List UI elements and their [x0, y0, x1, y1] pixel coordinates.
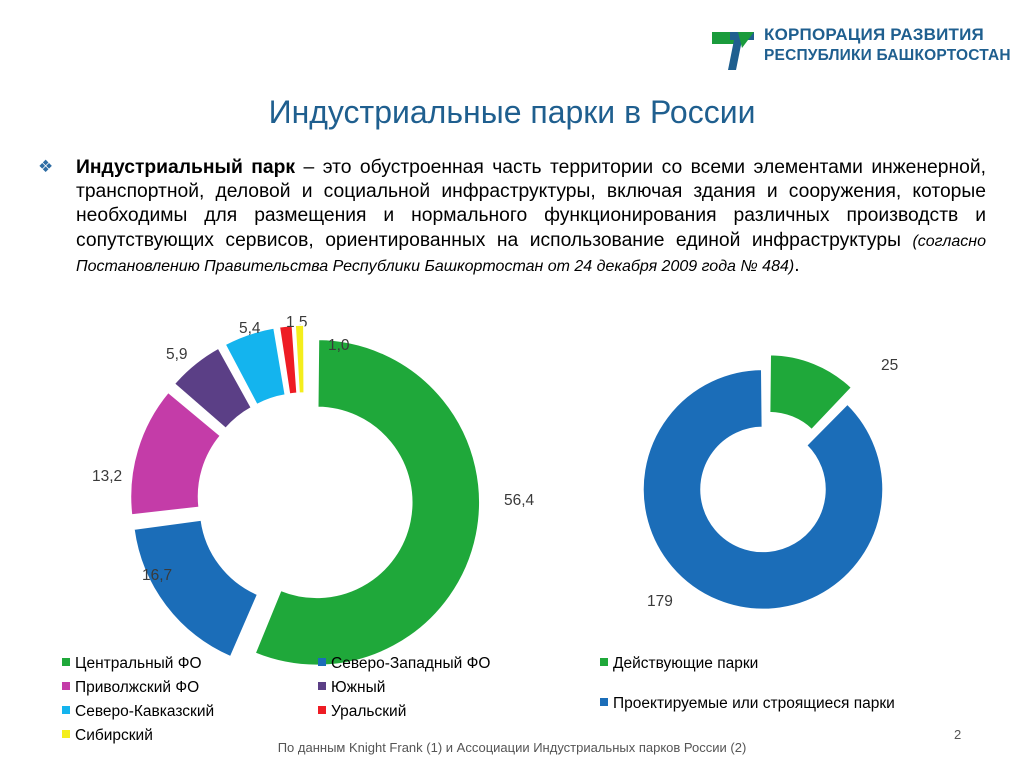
slice-volga: [129, 391, 222, 516]
page-number: 2: [954, 727, 962, 742]
legend-swatch-siberian: [62, 729, 70, 738]
legend-label-siberian: Сибирский: [75, 727, 153, 744]
legend-item-siberian: Сибирский: [62, 727, 153, 745]
data-label-south: 5,9: [166, 346, 188, 363]
legend-label-north-caucasus: Северо-Кавказский: [75, 703, 215, 720]
data-label-operating-parks: 25: [881, 357, 898, 374]
legend-label-south: Южный: [331, 679, 386, 696]
legend-label-ural: Уральский: [331, 703, 407, 720]
diamond-bullet-icon: ❖: [38, 157, 54, 176]
legend-item-volga: Приволжский ФО: [62, 679, 199, 697]
definition-text: – это обустроенная часть территории со в…: [76, 157, 987, 251]
legend-swatch-north-caucasus: [62, 705, 70, 714]
legend-swatch-south: [318, 681, 326, 690]
donut-chart-2: 25 179: [642, 353, 898, 611]
donut-chart-1: 56,416,713,25,95,4 1,51,0: [92, 314, 535, 667]
corporation-logo-text: КОРПОРАЦИЯ РАЗВИТИЯ РЕСПУБЛИКИ БАШКОРТОС…: [764, 24, 1011, 66]
legend-label-north-west: Северо-Западный ФО: [331, 655, 491, 672]
legend-label-operating-parks: Действующие парки: [613, 655, 759, 672]
legend-label-central: Центральный ФО: [75, 655, 202, 672]
slice-south: [173, 347, 253, 430]
definition-paragraph: Индустриальный парк – это обустроенная ч…: [76, 156, 986, 279]
slice-north-west: [133, 519, 259, 658]
legend-item-north-west: Северо-Западный ФО: [318, 655, 490, 673]
corporation-logo-mark-icon: [712, 32, 754, 70]
logo-line-1: КОРПОРАЦИЯ РАЗВИТИЯ: [764, 25, 984, 44]
definition-source: (согласно Постановлению Правительства Ре…: [76, 232, 986, 275]
legend-swatch-operating-parks: [600, 657, 608, 666]
page-title: Индустриальные парки в России: [268, 94, 756, 130]
definition-term: Индустриальный парк: [76, 157, 296, 178]
legend-label-volga: Приволжский ФО: [75, 679, 200, 696]
legend-item-central: Центральный ФО: [62, 655, 202, 673]
data-label-volga: 13,2: [92, 468, 122, 485]
definition-tail: .: [794, 254, 800, 276]
slice-ural: [278, 324, 298, 395]
slice-central: [254, 338, 481, 667]
logo-line-2: РЕСПУБЛИКИ БАШКОРТОСТАН: [764, 47, 1011, 64]
data-label-north-caucasus: 5,4: [239, 320, 261, 337]
legend-swatch-planned-parks: [600, 697, 608, 706]
legend-label-planned-parks: Проектируемые или строящиеся парки: [613, 695, 895, 712]
data-label-planned-parks: 179: [647, 593, 673, 610]
data-label-north-west: 16,7: [142, 567, 172, 584]
slice-siberian: [294, 324, 305, 394]
slice-north-caucasus: [224, 327, 287, 406]
data-label-siberian: 1,0: [328, 337, 350, 354]
legend-swatch-central: [62, 657, 70, 666]
legend-item-south: Южный: [318, 679, 385, 697]
corporation-logo: КОРПОРАЦИЯ РАЗВИТИЯ РЕСПУБЛИКИ БАШКОРТОС…: [712, 22, 1012, 72]
legend-swatch-ural: [318, 705, 326, 714]
data-label-central: 56,4: [504, 492, 535, 509]
legend-swatch-north-west: [318, 657, 326, 666]
source-note: По данным Knight Frank (1) и Ассоциации …: [277, 740, 747, 755]
slice-operating-parks: [768, 353, 853, 431]
legend-swatch-volga: [62, 681, 70, 690]
legend-item-ural: Уральский: [318, 703, 406, 721]
slice-planned-parks: [642, 368, 884, 611]
legend-item-planned-parks: Проектируемые или строящиеся парки: [600, 695, 895, 713]
legend-item-north-caucasus: Северо-Кавказский: [62, 703, 214, 721]
legend-item-operating-parks: Действующие парки: [600, 655, 758, 673]
